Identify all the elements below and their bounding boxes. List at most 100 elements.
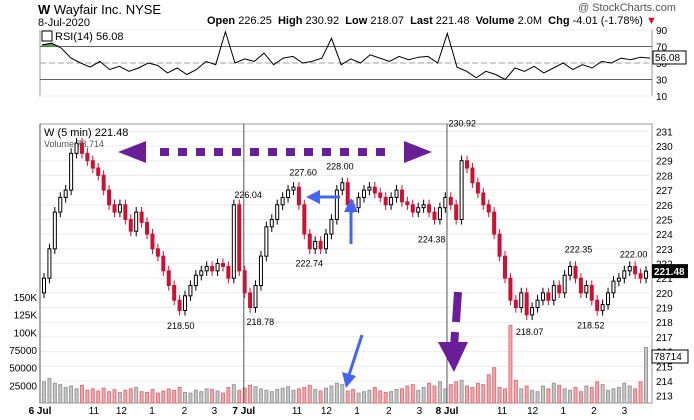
- x-tick-label: 3: [622, 406, 628, 417]
- x-tick-label: 11: [89, 406, 100, 417]
- price-tick-label: 214: [656, 377, 673, 388]
- price-candle: [600, 304, 605, 311]
- x-tick-label: 6 Jul: [29, 406, 52, 417]
- volume-bar: [58, 384, 63, 404]
- volume-bar: [220, 392, 225, 404]
- price-candle: [47, 248, 52, 279]
- volume-bar: [475, 382, 480, 404]
- price-low-label: 218.50: [167, 321, 195, 331]
- price-candle: [85, 152, 90, 162]
- price-candle: [340, 182, 345, 191]
- price-candle: [361, 189, 366, 198]
- price-low-label: 218.78: [247, 317, 275, 327]
- price-candle: [611, 280, 616, 294]
- chart-title: W Wayfair Inc. NYSE: [38, 2, 161, 17]
- price-last-label: 221.48: [654, 267, 685, 278]
- price-candle: [416, 207, 421, 213]
- price-candle: [101, 174, 106, 191]
- price-panel-label: W (5 min) 221.48: [44, 127, 128, 139]
- price-candle: [258, 255, 263, 287]
- volume-bar: [345, 390, 350, 404]
- x-tick-label: 1: [354, 406, 360, 417]
- volume-bar: [41, 381, 47, 404]
- price-candle: [513, 299, 518, 309]
- price-tick-label: 224: [656, 230, 673, 241]
- volume-bar: [112, 389, 117, 404]
- price-candle: [41, 277, 47, 294]
- x-tick-label: 12: [116, 406, 128, 417]
- price-candle: [161, 255, 166, 272]
- volume-bar: [508, 324, 513, 404]
- price-candle: [345, 182, 350, 206]
- purple-volume-arrow: [452, 291, 462, 323]
- volume-bar: [351, 389, 356, 404]
- x-tick-label: 1: [149, 406, 155, 417]
- volume-bar: [172, 389, 177, 404]
- price-candle: [112, 204, 117, 213]
- blue-volume-arrow: [347, 334, 364, 376]
- price-low-label: 218.52: [577, 321, 605, 331]
- price-candle: [383, 196, 388, 206]
- price-tick-label: 217: [656, 333, 673, 344]
- price-tick-label: 215: [656, 362, 673, 373]
- rsi-line: [41, 29, 651, 81]
- volume-bar: [324, 387, 329, 404]
- price-candle: [497, 233, 502, 257]
- price-tick-label: 227: [656, 186, 673, 197]
- volume-bar: [161, 390, 166, 404]
- price-candle: [410, 204, 415, 213]
- volume-bar: [139, 391, 144, 404]
- volume-bar: [210, 389, 215, 404]
- x-tick-label: 2: [591, 406, 597, 417]
- price-low-label: 218.07: [516, 327, 544, 337]
- price-tick-label: 225: [656, 215, 673, 226]
- price-high-label: 222.00: [620, 250, 648, 260]
- volume-bar: [557, 384, 562, 404]
- price-tick-label: 220: [656, 289, 673, 300]
- x-tick-label: 12: [527, 406, 539, 417]
- volume-bar: [497, 386, 502, 404]
- price-candle: [367, 186, 372, 191]
- price-candle: [242, 270, 247, 294]
- price-candle: [633, 265, 638, 275]
- price-candle: [117, 204, 122, 213]
- rsi-tick-label: 70: [656, 43, 668, 54]
- price-candle: [595, 299, 600, 311]
- low-label: Low: [345, 15, 368, 27]
- x-tick-label: 8 Jul: [436, 406, 459, 417]
- price-candle: [253, 285, 258, 309]
- price-tick-label: 231: [656, 127, 673, 138]
- open-label: Open: [207, 15, 236, 27]
- rsi-last-badge: [652, 50, 687, 65]
- chg-label: Chg: [548, 15, 570, 27]
- rsi-tick-label: 90: [656, 26, 668, 37]
- price-candle: [405, 201, 410, 206]
- price-candle: [96, 167, 101, 176]
- volume-bar: [340, 384, 345, 404]
- ticker-symbol: W: [38, 2, 51, 17]
- volume-bar: [606, 389, 611, 404]
- volume-bar: [638, 381, 643, 404]
- volume-bar: [454, 381, 459, 404]
- price-candle: [481, 192, 486, 206]
- price-candle: [264, 226, 269, 257]
- volume-tick-label: 25000: [9, 381, 37, 392]
- volume-bar: [128, 388, 133, 404]
- volume-bar: [427, 382, 432, 404]
- volume-bar: [589, 386, 594, 404]
- chg-value: -4.01 (-1.78%): [572, 15, 643, 27]
- volume-bar: [85, 389, 90, 404]
- volume-bar: [546, 388, 551, 404]
- volume-bar: [90, 388, 95, 404]
- x-tick-label: 11: [292, 406, 303, 417]
- price-high-label: 228.00: [326, 161, 354, 171]
- price-candle: [52, 211, 57, 250]
- price-candle: [248, 292, 253, 309]
- volume-bar: [578, 391, 583, 404]
- volume-bar: [465, 385, 470, 404]
- volume-bar: [356, 392, 361, 404]
- volume-bar: [79, 384, 84, 404]
- volume-bar: [226, 386, 231, 404]
- price-candle: [155, 248, 160, 257]
